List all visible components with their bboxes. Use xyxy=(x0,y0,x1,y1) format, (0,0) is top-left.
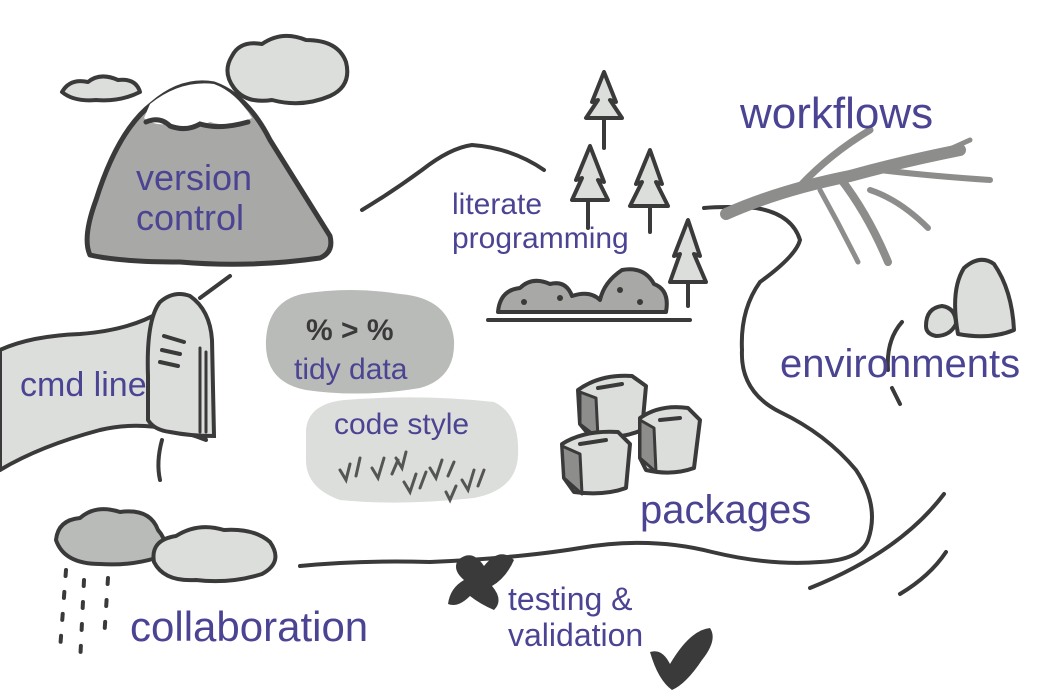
label-code-style: code style xyxy=(334,408,470,441)
x-mark-icon xyxy=(448,554,514,610)
label-workflows: workflows xyxy=(740,89,934,138)
label-environments: environments xyxy=(780,342,1021,386)
rock-icon xyxy=(924,257,1016,339)
label-collaboration: collaboration xyxy=(130,603,369,650)
label-testing-validation-line-2: validation xyxy=(508,616,644,653)
trail-lines xyxy=(156,142,874,568)
hill-arc xyxy=(885,320,904,406)
rain-cloud-icon xyxy=(54,507,278,666)
label-tidy-data: tidy data xyxy=(294,353,408,386)
check-mark-icon xyxy=(650,628,713,690)
mountain-icon xyxy=(60,74,334,267)
dead-tree-icon xyxy=(720,126,993,266)
label-literate-programming-line-1: literate xyxy=(452,188,543,221)
river-icon xyxy=(808,492,948,596)
cloud-icon xyxy=(225,33,350,106)
label-version-control-line-2: control xyxy=(136,197,245,239)
bush-icon xyxy=(486,267,692,322)
label-version-control-line-1: version xyxy=(136,157,253,198)
grass-icon xyxy=(338,450,486,504)
label-cmd-line: cmd line xyxy=(20,366,147,404)
label-version-control: version control xyxy=(136,157,253,239)
label-testing-validation: testing & validation xyxy=(508,581,644,654)
code-style-blob xyxy=(306,397,519,503)
tidy-glyphs: % > % xyxy=(306,314,394,347)
label-literate-programming: literate programming xyxy=(452,188,629,255)
package-box-icon xyxy=(560,373,702,496)
label-testing-validation-line-1: testing & xyxy=(508,581,633,617)
gravestone-icon xyxy=(145,292,217,439)
label-packages: packages xyxy=(640,488,812,532)
tidy-data-blob xyxy=(265,290,455,394)
tree-icon xyxy=(570,70,708,308)
label-literate-programming-line-2: programming xyxy=(452,221,629,255)
